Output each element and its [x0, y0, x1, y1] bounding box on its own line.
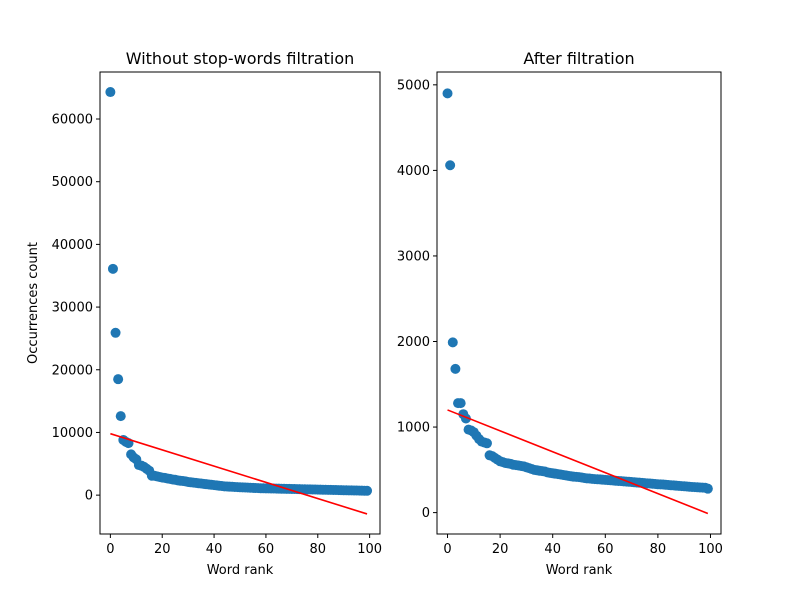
y-tick-label: 50000 [52, 175, 93, 190]
x-tick-label: 100 [357, 542, 382, 557]
y-axis-label: Occurrences count [26, 242, 41, 364]
x-tick-label: 40 [206, 542, 223, 557]
fit-line-segment [447, 409, 709, 515]
y-tick-label: 10000 [52, 426, 93, 441]
chart-panel-after-filtration: After filtration 0 20 40 60 80 100 0 1000 2000 3… [397, 49, 723, 578]
x-tick-label: 80 [650, 542, 667, 557]
y-axis-ticks: 0 10000 20000 30000 40000 50000 60000 [52, 113, 100, 504]
x-axis-ticks: 0 20 40 60 80 100 [106, 534, 382, 557]
chart-title: Without stop-words filtration [126, 49, 355, 68]
y-tick-label: 5000 [397, 78, 430, 93]
x-tick-label: 20 [492, 542, 509, 557]
x-tick-label: 0 [106, 542, 114, 557]
plot-frame [99, 71, 381, 535]
y-tick-label: 30000 [52, 301, 93, 316]
x-tick-label: 100 [698, 542, 723, 557]
fit-line [110, 432, 368, 515]
data-point [455, 398, 466, 409]
data-point [107, 263, 118, 274]
x-axis-ticks: 0 20 40 60 80 100 [443, 534, 723, 557]
x-tick-label: 60 [597, 542, 614, 557]
y-tick-label: 0 [85, 489, 93, 504]
data-point [115, 411, 126, 422]
y-tick-label: 60000 [52, 113, 93, 128]
fit-line [447, 409, 709, 515]
y-tick-label: 2000 [397, 335, 430, 350]
y-tick-label: 4000 [397, 164, 430, 179]
x-tick-label: 20 [154, 542, 171, 557]
data-points [442, 88, 713, 494]
plot-frame [436, 71, 722, 535]
y-tick-label: 40000 [52, 238, 93, 253]
data-point [113, 374, 124, 385]
data-point [450, 363, 461, 374]
y-tick-label: 0 [422, 506, 430, 521]
data-point [110, 327, 121, 338]
data-points [105, 87, 373, 496]
data-point [447, 337, 458, 348]
x-axis-label: Word rank [546, 563, 613, 578]
y-tick-label: 20000 [52, 363, 93, 378]
data-point [445, 160, 456, 171]
x-tick-label: 60 [258, 542, 275, 557]
data-point [442, 88, 453, 99]
x-tick-label: 0 [443, 542, 451, 557]
y-axis-ticks: 0 1000 2000 3000 4000 5000 [397, 78, 437, 521]
data-point [481, 438, 492, 449]
x-axis-label: Word rank [207, 563, 274, 578]
y-tick-label: 3000 [397, 249, 430, 264]
data-point [362, 485, 373, 496]
y-tick-label: 1000 [397, 421, 430, 436]
fit-line-segment [110, 432, 368, 515]
data-point [702, 483, 713, 494]
chart-panel-without-filtration: Without stop-words filtration 0 20 40 60 80 1… [26, 49, 382, 578]
chart-title: After filtration [523, 49, 634, 68]
x-tick-label: 80 [310, 542, 327, 557]
x-tick-label: 40 [544, 542, 561, 557]
data-point [105, 87, 116, 98]
